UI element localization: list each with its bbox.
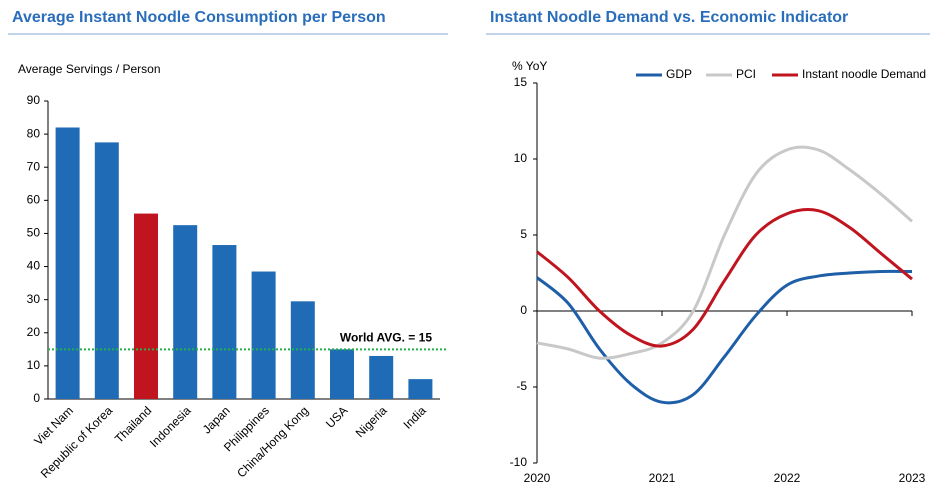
y-tick-label: 0 [520,303,527,317]
bar [290,301,315,399]
y-tick-label: 5 [520,227,527,241]
chart-title: Average Instant Noodle Consumption per P… [12,9,386,26]
legend-label: GDP [666,67,692,81]
bar [94,142,119,399]
y-tick-label: 10 [514,151,528,165]
x-tick-label: 2023 [899,471,926,485]
series-line [536,208,913,348]
y-tick-label: 90 [27,93,41,107]
x-tick-label: China/Hong Kong [234,403,311,480]
y-tick-label: 10 [27,358,41,372]
y-tick-label: -5 [516,379,527,393]
y-tick-label: 30 [27,292,41,306]
x-tick-label: Republic of Korea [38,403,116,481]
bar [134,213,158,399]
series-line [536,145,913,360]
x-tick-label: 2020 [524,471,551,485]
reference-label: World AVG. = 15 [340,331,432,345]
x-tick-label: India [400,403,429,432]
x-tick-label: Japan [200,403,233,436]
x-tick-label: Nigeria [353,403,390,440]
bar [408,379,433,399]
y-axis-label: Average Servings / Person [18,62,161,76]
bar [369,355,394,399]
y-tick-label: 0 [33,391,40,405]
bar [173,225,198,399]
y-tick-label: 40 [27,259,41,273]
bar [330,349,354,399]
chart-title: Instant Noodle Demand vs. Economic Indic… [490,9,848,26]
y-tick-label: 15 [514,75,528,89]
y-tick-label: -10 [510,455,528,469]
x-tick-label: Indonesia [147,403,194,450]
x-tick-label: 2022 [774,471,801,485]
legend-label: Instant noodle Demand [802,67,926,81]
x-tick-label: 2021 [649,471,676,485]
bar [212,245,237,399]
bar [251,271,276,399]
y-tick-label: 60 [27,193,41,207]
x-tick-label: USA [323,403,350,430]
series-line [536,269,913,405]
y-axis-label: % YoY [512,59,547,73]
y-tick-label: 20 [27,325,41,339]
y-tick-label: 70 [27,159,41,173]
bar [55,127,80,399]
y-tick-label: 80 [27,126,41,140]
legend-label: PCI [736,67,756,81]
y-tick-label: 50 [27,226,41,240]
